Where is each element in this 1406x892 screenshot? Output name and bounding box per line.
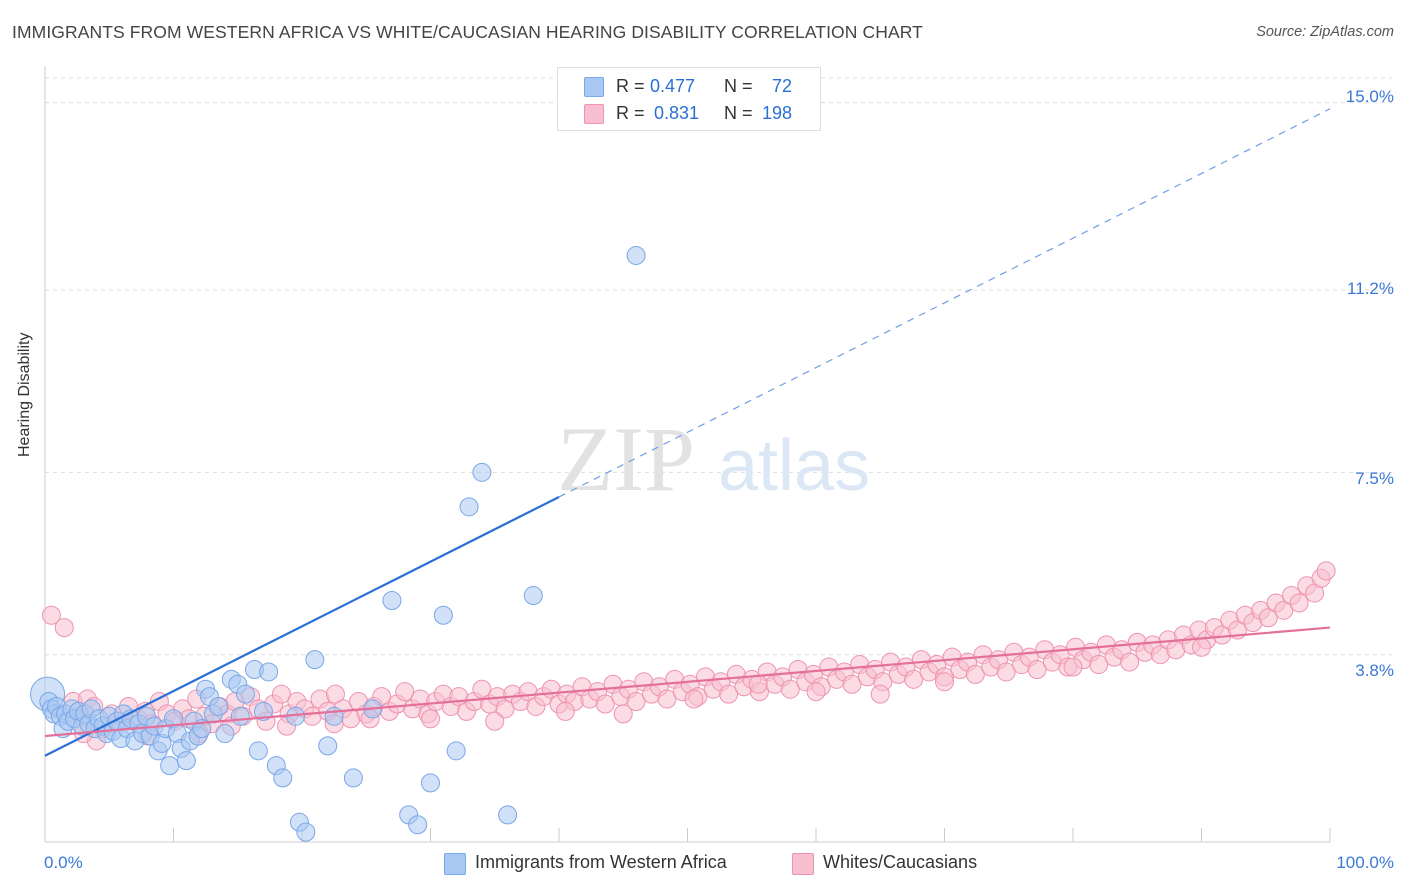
scatter-point bbox=[1027, 659, 1047, 679]
grid-lines bbox=[45, 77, 1392, 656]
scatter-point bbox=[806, 682, 826, 702]
trend-line-whites bbox=[44, 626, 1331, 738]
scatter-point bbox=[657, 689, 677, 709]
scatter-point bbox=[748, 674, 768, 694]
legend-row-immigrants: R = 0.477 N = 72 bbox=[584, 76, 814, 98]
scatter-point bbox=[176, 751, 196, 771]
bottom-legend-label: Immigrants from Western Africa bbox=[475, 852, 727, 872]
scatter-point bbox=[271, 684, 291, 704]
scatter-point bbox=[935, 672, 954, 692]
scatter-point bbox=[253, 701, 273, 721]
scatter-point bbox=[1120, 652, 1140, 672]
trend-line-immigrants bbox=[44, 495, 560, 757]
legend-r-value: 0.831 bbox=[654, 103, 700, 123]
bottom-legend-swatch-blue bbox=[444, 853, 466, 875]
scatter-point bbox=[996, 662, 1016, 682]
scatter-point bbox=[296, 822, 316, 842]
legend-row-whites: R = 0.831 N = 198 bbox=[584, 103, 814, 125]
scatter-point bbox=[259, 662, 279, 682]
scatter-point bbox=[54, 618, 74, 638]
source-label: Source: ZipAtlas.com bbox=[1256, 24, 1394, 40]
scatter-point bbox=[595, 694, 615, 714]
series-immigrants-western-africa bbox=[30, 245, 646, 842]
legend-swatch-blue bbox=[584, 77, 604, 97]
legend-r-label: R = bbox=[616, 103, 645, 123]
scatter-point bbox=[965, 664, 985, 684]
watermark-atlas: atlas bbox=[718, 426, 870, 506]
scatter-point bbox=[626, 692, 646, 712]
y-tick-label: 7.5% bbox=[1355, 469, 1394, 488]
scatter-point bbox=[495, 699, 515, 719]
scatter-point bbox=[555, 701, 575, 721]
y-tick-label: 11.2% bbox=[1347, 279, 1394, 298]
scatter-point bbox=[498, 805, 518, 825]
scatter-point bbox=[1316, 561, 1336, 581]
scatter-point bbox=[382, 590, 402, 610]
bottom-legend-immigrants[interactable]: Immigrants from Western Africa bbox=[444, 852, 774, 876]
scatter-point bbox=[305, 650, 325, 670]
legend-r-label: R = bbox=[616, 76, 645, 96]
scatter-point bbox=[421, 773, 440, 793]
scatter-point bbox=[1289, 593, 1309, 613]
correlation-legend: R = 0.477 N = 72 R = 0.831 N = 198 bbox=[557, 67, 821, 131]
scatter-point bbox=[446, 741, 466, 761]
scatter-point bbox=[459, 497, 479, 517]
legend-n-value: 198 bbox=[762, 103, 793, 123]
scatter-point bbox=[1063, 657, 1083, 677]
scatter-point bbox=[870, 684, 890, 704]
scatter-point bbox=[343, 768, 363, 788]
scatter-point bbox=[325, 684, 345, 704]
bottom-legend-whites[interactable]: Whites/Caucasians bbox=[792, 852, 1002, 876]
scatter-point bbox=[395, 682, 415, 702]
x-tick-label: 100.0% bbox=[1336, 853, 1394, 872]
chart-title: IMMIGRANTS FROM WESTERN AFRICA VS WHITE/… bbox=[12, 22, 923, 42]
scatter-point bbox=[626, 245, 646, 265]
scatter-point bbox=[523, 586, 543, 606]
scatter-point bbox=[433, 605, 453, 625]
y-tick-label: 15.0% bbox=[1345, 87, 1394, 106]
scatter-point bbox=[408, 815, 428, 835]
scatter-point bbox=[1192, 637, 1211, 657]
scatter-point bbox=[485, 711, 505, 731]
legend-swatch-pink bbox=[584, 104, 604, 124]
scatter-point bbox=[230, 706, 250, 726]
scatter-point bbox=[613, 704, 633, 724]
scatter-point bbox=[235, 684, 255, 704]
legend-n-label: N = bbox=[724, 76, 753, 96]
scatter-point bbox=[780, 679, 800, 699]
legend-r-value: 0.477 bbox=[650, 76, 696, 96]
scatter-point bbox=[719, 684, 739, 704]
scatter-point bbox=[215, 724, 235, 744]
bottom-legend-swatch-pink bbox=[792, 853, 814, 875]
scatter-point bbox=[318, 736, 338, 756]
watermark-zip: ZIP bbox=[557, 408, 695, 510]
scatter-point bbox=[684, 689, 704, 709]
legend-n-value: 72 bbox=[772, 76, 793, 96]
bottom-legend-label: Whites/Caucasians bbox=[823, 852, 978, 872]
x-tick-label: 0.0% bbox=[44, 853, 83, 872]
scatter-point bbox=[472, 462, 492, 482]
scatter-point bbox=[904, 669, 924, 689]
scatter-point bbox=[842, 674, 862, 694]
scatter-point bbox=[1258, 608, 1278, 628]
trend-lines bbox=[44, 108, 1331, 757]
scatter-point bbox=[273, 768, 293, 788]
scatter-point bbox=[160, 756, 180, 776]
y-axis-label: Hearing Disability bbox=[16, 332, 33, 458]
trend-line-immigrants-extrapolated bbox=[558, 108, 1331, 498]
scatter-point bbox=[1089, 655, 1109, 675]
scatter-point bbox=[208, 696, 228, 716]
watermark: ZIP atlas bbox=[557, 408, 870, 510]
y-tick-label: 3.8% bbox=[1355, 661, 1394, 680]
scatter-point bbox=[248, 741, 268, 761]
scatter-point bbox=[1274, 600, 1294, 620]
legend-n-label: N = bbox=[724, 103, 753, 123]
scatter-point bbox=[41, 605, 61, 625]
scatter-point bbox=[421, 709, 440, 729]
